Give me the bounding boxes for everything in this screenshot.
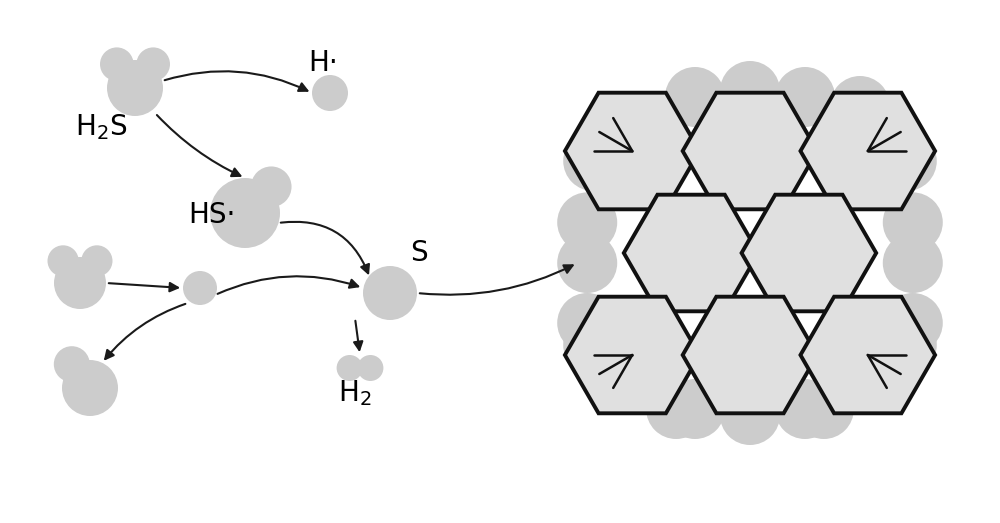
Text: HS·: HS· bbox=[188, 201, 235, 229]
Text: H$_2$: H$_2$ bbox=[338, 378, 372, 408]
Polygon shape bbox=[742, 195, 876, 311]
Circle shape bbox=[883, 293, 943, 353]
Circle shape bbox=[136, 48, 170, 81]
Circle shape bbox=[883, 192, 943, 253]
Circle shape bbox=[557, 233, 617, 293]
Circle shape bbox=[251, 166, 292, 207]
Circle shape bbox=[775, 67, 835, 127]
Circle shape bbox=[107, 60, 163, 116]
Circle shape bbox=[557, 192, 617, 253]
Circle shape bbox=[877, 315, 937, 375]
Circle shape bbox=[646, 379, 706, 439]
Circle shape bbox=[794, 379, 854, 439]
Polygon shape bbox=[624, 195, 758, 311]
Circle shape bbox=[775, 379, 835, 439]
Polygon shape bbox=[800, 297, 935, 413]
Circle shape bbox=[720, 61, 780, 121]
Circle shape bbox=[357, 355, 383, 381]
Circle shape bbox=[48, 245, 79, 277]
Circle shape bbox=[363, 266, 417, 320]
Polygon shape bbox=[800, 93, 935, 209]
Circle shape bbox=[81, 245, 112, 277]
Polygon shape bbox=[683, 297, 817, 413]
Text: S: S bbox=[410, 239, 428, 267]
Text: H·: H· bbox=[308, 49, 338, 77]
Circle shape bbox=[210, 178, 280, 248]
Polygon shape bbox=[565, 93, 700, 209]
Circle shape bbox=[183, 271, 217, 305]
Circle shape bbox=[830, 76, 890, 136]
Circle shape bbox=[54, 257, 106, 309]
Polygon shape bbox=[565, 297, 700, 413]
Circle shape bbox=[883, 233, 943, 293]
Text: H$_2$S: H$_2$S bbox=[75, 112, 127, 142]
Circle shape bbox=[877, 131, 937, 191]
Circle shape bbox=[337, 355, 363, 381]
Circle shape bbox=[312, 75, 348, 111]
Circle shape bbox=[100, 48, 134, 81]
Circle shape bbox=[563, 131, 623, 191]
Circle shape bbox=[665, 379, 725, 439]
Circle shape bbox=[54, 346, 90, 382]
Polygon shape bbox=[683, 93, 817, 209]
Circle shape bbox=[720, 385, 780, 445]
Circle shape bbox=[563, 315, 623, 375]
Circle shape bbox=[557, 293, 617, 353]
Circle shape bbox=[62, 360, 118, 416]
Circle shape bbox=[665, 67, 725, 127]
